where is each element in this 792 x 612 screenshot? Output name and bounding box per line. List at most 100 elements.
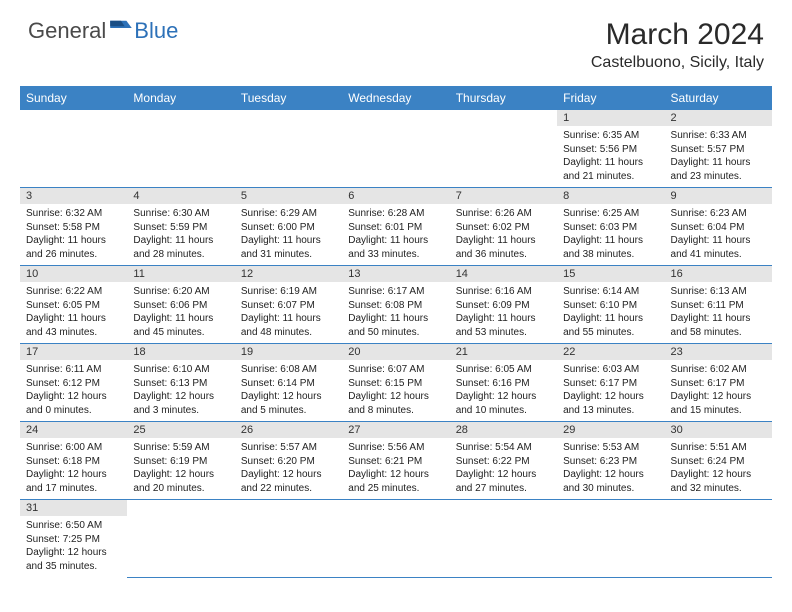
day-number: 13 [342,266,449,282]
day-info: Sunrise: 6:35 AMSunset: 5:56 PMDaylight:… [557,126,664,187]
calendar-cell [235,110,342,188]
calendar-cell: 26Sunrise: 5:57 AMSunset: 6:20 PMDayligh… [235,422,342,500]
calendar-cell: 1Sunrise: 6:35 AMSunset: 5:56 PMDaylight… [557,110,664,188]
calendar-cell: 5Sunrise: 6:29 AMSunset: 6:00 PMDaylight… [235,188,342,266]
day-info: Sunrise: 6:26 AMSunset: 6:02 PMDaylight:… [450,204,557,265]
day-info: Sunrise: 6:20 AMSunset: 6:06 PMDaylight:… [127,282,234,343]
day-info: Sunrise: 6:03 AMSunset: 6:17 PMDaylight:… [557,360,664,421]
day-number: 29 [557,422,664,438]
weekday-header: Tuesday [235,86,342,110]
calendar-cell: 24Sunrise: 6:00 AMSunset: 6:18 PMDayligh… [20,422,127,500]
day-number: 31 [20,500,127,516]
day-number: 17 [20,344,127,360]
calendar-cell [342,500,449,578]
calendar-cell: 29Sunrise: 5:53 AMSunset: 6:23 PMDayligh… [557,422,664,500]
calendar-cell: 9Sunrise: 6:23 AMSunset: 6:04 PMDaylight… [665,188,772,266]
calendar-cell: 23Sunrise: 6:02 AMSunset: 6:17 PMDayligh… [665,344,772,422]
day-number: 25 [127,422,234,438]
day-info: Sunrise: 6:23 AMSunset: 6:04 PMDaylight:… [665,204,772,265]
calendar-row: 31Sunrise: 6:50 AMSunset: 7:25 PMDayligh… [20,500,772,578]
calendar-row: 1Sunrise: 6:35 AMSunset: 5:56 PMDaylight… [20,110,772,188]
day-info: Sunrise: 5:54 AMSunset: 6:22 PMDaylight:… [450,438,557,499]
day-info: Sunrise: 6:05 AMSunset: 6:16 PMDaylight:… [450,360,557,421]
day-info: Sunrise: 6:11 AMSunset: 6:12 PMDaylight:… [20,360,127,421]
calendar-cell [450,110,557,188]
calendar-cell: 4Sunrise: 6:30 AMSunset: 5:59 PMDaylight… [127,188,234,266]
weekday-header: Saturday [665,86,772,110]
day-info: Sunrise: 6:08 AMSunset: 6:14 PMDaylight:… [235,360,342,421]
calendar-cell: 13Sunrise: 6:17 AMSunset: 6:08 PMDayligh… [342,266,449,344]
day-info: Sunrise: 6:30 AMSunset: 5:59 PMDaylight:… [127,204,234,265]
day-info: Sunrise: 6:07 AMSunset: 6:15 PMDaylight:… [342,360,449,421]
day-number: 24 [20,422,127,438]
day-info: Sunrise: 6:17 AMSunset: 6:08 PMDaylight:… [342,282,449,343]
calendar-cell [342,110,449,188]
calendar-cell: 8Sunrise: 6:25 AMSunset: 6:03 PMDaylight… [557,188,664,266]
weekday-header: Friday [557,86,664,110]
calendar-cell: 27Sunrise: 5:56 AMSunset: 6:21 PMDayligh… [342,422,449,500]
calendar-cell: 6Sunrise: 6:28 AMSunset: 6:01 PMDaylight… [342,188,449,266]
calendar-cell: 21Sunrise: 6:05 AMSunset: 6:16 PMDayligh… [450,344,557,422]
calendar-cell: 15Sunrise: 6:14 AMSunset: 6:10 PMDayligh… [557,266,664,344]
title-block: March 2024 Castelbuono, Sicily, Italy [591,18,764,72]
day-number: 21 [450,344,557,360]
day-info: Sunrise: 6:00 AMSunset: 6:18 PMDaylight:… [20,438,127,499]
day-number: 22 [557,344,664,360]
calendar-cell: 22Sunrise: 6:03 AMSunset: 6:17 PMDayligh… [557,344,664,422]
day-info: Sunrise: 6:50 AMSunset: 7:25 PMDaylight:… [20,516,127,577]
calendar-cell: 18Sunrise: 6:10 AMSunset: 6:13 PMDayligh… [127,344,234,422]
weekday-header: Wednesday [342,86,449,110]
calendar-cell: 16Sunrise: 6:13 AMSunset: 6:11 PMDayligh… [665,266,772,344]
logo-text-blue: Blue [134,18,178,44]
calendar-cell: 7Sunrise: 6:26 AMSunset: 6:02 PMDaylight… [450,188,557,266]
calendar-cell: 28Sunrise: 5:54 AMSunset: 6:22 PMDayligh… [450,422,557,500]
flag-icon [110,19,132,37]
calendar-cell: 17Sunrise: 6:11 AMSunset: 6:12 PMDayligh… [20,344,127,422]
day-info: Sunrise: 5:59 AMSunset: 6:19 PMDaylight:… [127,438,234,499]
day-info: Sunrise: 6:10 AMSunset: 6:13 PMDaylight:… [127,360,234,421]
day-number: 18 [127,344,234,360]
day-info: Sunrise: 6:32 AMSunset: 5:58 PMDaylight:… [20,204,127,265]
day-info: Sunrise: 6:33 AMSunset: 5:57 PMDaylight:… [665,126,772,187]
calendar-cell: 2Sunrise: 6:33 AMSunset: 5:57 PMDaylight… [665,110,772,188]
day-number: 2 [665,110,772,126]
day-number: 1 [557,110,664,126]
calendar-row: 24Sunrise: 6:00 AMSunset: 6:18 PMDayligh… [20,422,772,500]
calendar-cell: 25Sunrise: 5:59 AMSunset: 6:19 PMDayligh… [127,422,234,500]
weekday-header: Thursday [450,86,557,110]
day-number: 10 [20,266,127,282]
logo: General Blue [28,18,178,44]
calendar-row: 17Sunrise: 6:11 AMSunset: 6:12 PMDayligh… [20,344,772,422]
day-number: 16 [665,266,772,282]
calendar-cell: 12Sunrise: 6:19 AMSunset: 6:07 PMDayligh… [235,266,342,344]
day-info: Sunrise: 5:51 AMSunset: 6:24 PMDaylight:… [665,438,772,499]
calendar-cell [450,500,557,578]
day-number: 9 [665,188,772,204]
calendar-row: 10Sunrise: 6:22 AMSunset: 6:05 PMDayligh… [20,266,772,344]
month-title: March 2024 [591,18,764,52]
day-number: 11 [127,266,234,282]
location: Castelbuono, Sicily, Italy [591,54,764,72]
calendar-cell [127,500,234,578]
day-info: Sunrise: 6:22 AMSunset: 6:05 PMDaylight:… [20,282,127,343]
day-number: 7 [450,188,557,204]
day-number: 30 [665,422,772,438]
header: General Blue March 2024 Castelbuono, Sic… [0,0,792,80]
day-info: Sunrise: 6:02 AMSunset: 6:17 PMDaylight:… [665,360,772,421]
day-info: Sunrise: 6:25 AMSunset: 6:03 PMDaylight:… [557,204,664,265]
calendar-cell: 3Sunrise: 6:32 AMSunset: 5:58 PMDaylight… [20,188,127,266]
day-number: 28 [450,422,557,438]
day-info: Sunrise: 6:29 AMSunset: 6:00 PMDaylight:… [235,204,342,265]
day-info: Sunrise: 5:57 AMSunset: 6:20 PMDaylight:… [235,438,342,499]
day-number: 5 [235,188,342,204]
day-number: 19 [235,344,342,360]
day-info: Sunrise: 6:28 AMSunset: 6:01 PMDaylight:… [342,204,449,265]
calendar-cell [665,500,772,578]
calendar-cell: 11Sunrise: 6:20 AMSunset: 6:06 PMDayligh… [127,266,234,344]
day-number: 8 [557,188,664,204]
calendar-cell: 19Sunrise: 6:08 AMSunset: 6:14 PMDayligh… [235,344,342,422]
calendar-body: 1Sunrise: 6:35 AMSunset: 5:56 PMDaylight… [20,110,772,577]
day-number: 14 [450,266,557,282]
calendar-cell: 10Sunrise: 6:22 AMSunset: 6:05 PMDayligh… [20,266,127,344]
calendar-cell [557,500,664,578]
